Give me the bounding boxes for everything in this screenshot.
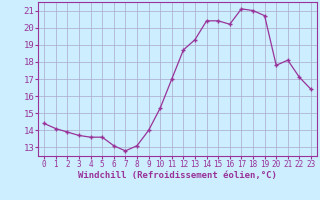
- X-axis label: Windchill (Refroidissement éolien,°C): Windchill (Refroidissement éolien,°C): [78, 171, 277, 180]
